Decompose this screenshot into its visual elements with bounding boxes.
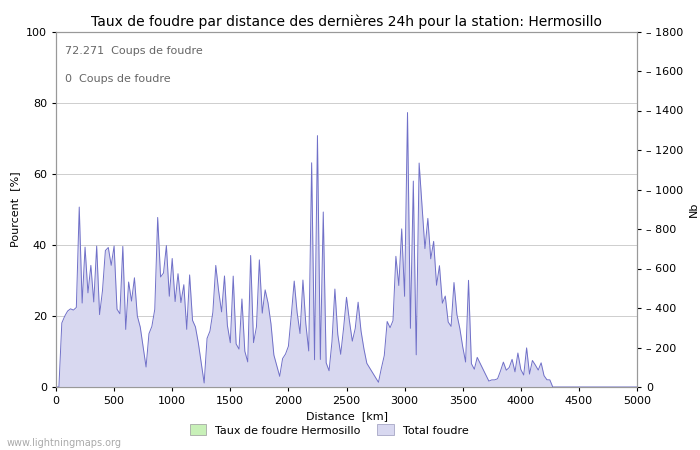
Text: 0  Coups de foudre: 0 Coups de foudre <box>64 74 170 84</box>
Legend: Taux de foudre Hermosillo, Total foudre: Taux de foudre Hermosillo, Total foudre <box>185 420 473 440</box>
Y-axis label: Nb: Nb <box>689 202 699 217</box>
X-axis label: Distance  [km]: Distance [km] <box>305 412 388 422</box>
Text: 72.271  Coups de foudre: 72.271 Coups de foudre <box>64 46 202 56</box>
Y-axis label: Pourcent  [%]: Pourcent [%] <box>10 171 20 247</box>
Title: Taux de foudre par distance des dernières 24h pour la station: Hermosillo: Taux de foudre par distance des dernière… <box>91 14 602 29</box>
Text: www.lightningmaps.org: www.lightningmaps.org <box>7 438 122 448</box>
